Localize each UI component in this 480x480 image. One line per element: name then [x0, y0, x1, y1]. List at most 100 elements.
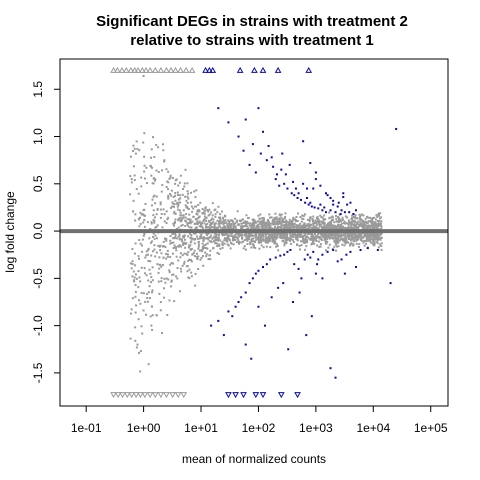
- gene-point: [151, 279, 154, 282]
- gene-point: [200, 233, 203, 236]
- gene-point: [337, 236, 340, 239]
- gene-point: [376, 233, 379, 236]
- clipped-point-down: [141, 392, 149, 399]
- gene-point: [281, 218, 284, 221]
- gene-point: [270, 233, 273, 236]
- gene-point: [214, 208, 217, 211]
- gene-point: [198, 237, 201, 240]
- gene-point: [154, 255, 157, 258]
- gene-point: [264, 221, 267, 224]
- gene-point: [184, 195, 187, 198]
- gene-point: [319, 243, 322, 246]
- significant-gene-point: [334, 376, 337, 379]
- gene-point: [351, 223, 354, 226]
- gene-point: [202, 238, 205, 241]
- gene-point: [355, 221, 358, 224]
- gene-point: [252, 237, 255, 240]
- gene-point: [142, 221, 145, 224]
- gene-point: [375, 214, 378, 217]
- gene-point: [247, 233, 250, 236]
- gene-point: [152, 218, 155, 221]
- gene-point: [229, 241, 232, 244]
- gene-point: [190, 205, 193, 208]
- gene-point: [369, 238, 372, 241]
- gene-point: [373, 244, 376, 247]
- gene-point: [208, 240, 211, 243]
- gene-point: [187, 192, 190, 195]
- gene-point: [148, 268, 151, 271]
- gene-point: [190, 259, 193, 262]
- gene-point: [291, 219, 294, 222]
- gene-point: [223, 233, 226, 236]
- clipped-point-down: [132, 392, 140, 399]
- gene-point: [377, 246, 380, 249]
- significant-gene-point: [309, 256, 312, 259]
- gene-point: [346, 240, 349, 243]
- gene-point: [192, 207, 195, 210]
- gene-point: [216, 211, 219, 214]
- gene-point: [173, 210, 176, 213]
- gene-point: [325, 242, 328, 245]
- gene-point: [167, 181, 170, 184]
- significant-gene-point: [261, 266, 264, 269]
- gene-point: [166, 249, 169, 252]
- gene-point: [138, 217, 141, 220]
- gene-point: [160, 190, 163, 193]
- gene-point: [237, 234, 240, 237]
- gene-point: [295, 215, 298, 218]
- gene-point: [252, 243, 255, 246]
- gene-point: [162, 149, 165, 152]
- gene-point: [350, 232, 353, 235]
- clipped-point-up: [127, 66, 135, 73]
- gene-point: [169, 176, 172, 179]
- gene-point: [285, 238, 288, 241]
- gene-point: [246, 225, 249, 228]
- gene-point: [326, 227, 329, 230]
- gene-point: [336, 242, 339, 245]
- gene-point: [341, 216, 344, 219]
- gene-point: [219, 226, 222, 229]
- gene-point: [374, 235, 377, 238]
- gene-point: [213, 235, 216, 238]
- gene-point: [220, 210, 223, 213]
- gene-point: [261, 219, 264, 222]
- significant-gene-point: [275, 173, 278, 176]
- gene-point: [323, 214, 326, 217]
- significant-gene-point: [376, 248, 379, 251]
- gene-point: [260, 241, 263, 244]
- gene-point: [150, 305, 153, 308]
- gene-point: [190, 226, 193, 229]
- gene-point: [163, 159, 166, 162]
- significant-gene-point: [343, 272, 346, 275]
- gene-point: [242, 240, 245, 243]
- gene-point: [226, 235, 229, 238]
- gene-point: [129, 193, 132, 196]
- gene-point: [145, 313, 148, 316]
- gene-point: [380, 227, 383, 230]
- gene-point: [239, 225, 242, 228]
- gene-point: [256, 236, 259, 239]
- gene-point: [350, 224, 353, 227]
- gene-point: [347, 225, 350, 228]
- gene-point: [376, 237, 379, 240]
- gene-point: [190, 271, 193, 274]
- gene-point: [154, 202, 157, 205]
- gene-point: [336, 220, 339, 223]
- gene-point: [173, 237, 176, 240]
- gene-point: [189, 222, 192, 225]
- gene-point: [189, 241, 192, 244]
- gene-point: [292, 241, 295, 244]
- gene-point: [213, 226, 216, 229]
- gene-point: [371, 238, 374, 241]
- gene-point: [150, 254, 153, 257]
- gene-point: [170, 261, 173, 264]
- gene-point: [257, 237, 260, 240]
- gene-point: [159, 301, 162, 304]
- gene-point: [172, 237, 175, 240]
- gene-point: [376, 227, 379, 230]
- gene-point: [348, 226, 351, 229]
- gene-point: [174, 192, 177, 195]
- gene-point: [244, 239, 247, 242]
- gene-point: [288, 221, 291, 224]
- gene-point: [169, 192, 172, 195]
